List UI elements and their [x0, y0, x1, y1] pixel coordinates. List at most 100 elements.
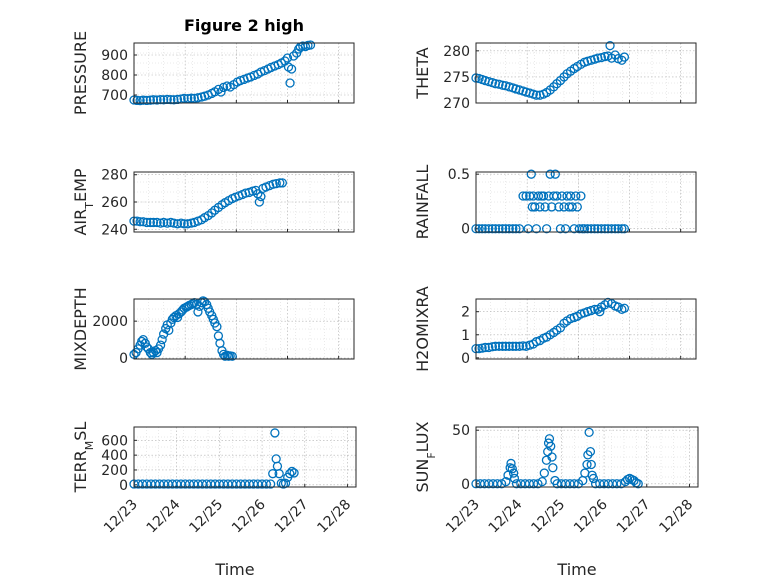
y-axis-label-part: PRESSURE	[71, 31, 90, 115]
data-point	[484, 342, 494, 353]
data-point	[518, 341, 528, 351]
data-point	[152, 217, 162, 228]
y-tick-label: 0	[119, 351, 128, 367]
data-point	[207, 208, 217, 218]
y-axis-label: PRESSURE	[71, 31, 90, 115]
data-point	[286, 64, 297, 74]
data-point	[274, 469, 284, 479]
data-point	[549, 82, 559, 92]
data-point	[539, 468, 549, 478]
y-axis-label: TERRMSL	[71, 422, 96, 494]
data-point	[572, 202, 582, 212]
data-point	[132, 95, 142, 106]
y-axis-label-part: LUX	[413, 421, 432, 452]
data-point	[148, 217, 159, 228]
y-axis-label-part: RAINFALL	[413, 165, 432, 240]
y-tick-label: 2000	[92, 314, 128, 330]
data-point	[585, 446, 596, 457]
data-point	[569, 479, 579, 489]
y-axis-label: THETA	[413, 47, 432, 99]
data-point	[135, 217, 145, 227]
y-axis-label: AIRTEMP	[71, 168, 96, 235]
y-tick-label: 600	[101, 433, 128, 449]
data-point	[533, 479, 543, 489]
data-point	[547, 452, 557, 462]
data-point	[526, 169, 536, 179]
y-tick-label: 280	[443, 44, 470, 60]
y-tick-label: 280	[101, 168, 128, 184]
subplot-7: 12/23 12/24 12/25 12/26 12/27 12/28 0200400600…	[71, 422, 357, 579]
data-point	[588, 473, 599, 484]
data-point	[613, 224, 623, 234]
data-point	[179, 219, 189, 229]
data-point	[261, 479, 271, 489]
data-point	[496, 479, 507, 489]
subplot-4: 0 0.5 RAINFALL	[413, 165, 697, 240]
axes-box	[133, 42, 355, 104]
x-tick-label: 12/25	[528, 497, 568, 537]
data-point	[537, 476, 547, 487]
subplot-1: 700 800 900 PRESSURE	[71, 31, 355, 115]
data-point	[487, 224, 498, 234]
data-point	[494, 341, 504, 351]
data-point	[533, 191, 544, 201]
data-point	[540, 202, 550, 212]
y-tick-label: 400	[101, 448, 128, 464]
y-tick-label: 1	[461, 328, 470, 344]
y-tick-label: 700	[101, 88, 128, 104]
y-tick-label: 200	[101, 463, 128, 479]
data-point	[600, 224, 610, 234]
data-point	[541, 224, 552, 234]
data-point	[610, 224, 620, 234]
y-tick-label: 260	[101, 195, 128, 211]
data-point	[172, 219, 183, 229]
axes-box	[133, 426, 357, 488]
y-tick-label: 2	[461, 305, 470, 321]
data-point	[603, 224, 613, 234]
data-point	[287, 466, 297, 477]
y-tick-label: 0	[461, 222, 470, 238]
y-axis-label-part: THETA	[413, 47, 432, 99]
data-point	[142, 95, 152, 106]
data-point	[145, 347, 156, 358]
data-point	[582, 224, 593, 234]
data-point	[547, 202, 557, 212]
x-axis-label: Time	[556, 560, 596, 579]
data-point	[525, 191, 535, 201]
data-point	[548, 463, 558, 473]
data-point	[270, 428, 280, 438]
axes-box	[475, 298, 697, 360]
y-axis-label-part: SUN	[413, 459, 432, 493]
data-point	[497, 224, 508, 234]
data-point	[135, 95, 145, 106]
data-point	[507, 464, 517, 474]
data-point	[582, 459, 592, 470]
data-point	[567, 202, 577, 212]
data-point	[155, 94, 166, 105]
x-axis-label: Time	[214, 560, 254, 579]
y-tick-label: 275	[443, 70, 470, 86]
data-point	[256, 191, 266, 202]
data-point	[550, 169, 560, 179]
figure-title: Figure 2 high	[184, 16, 304, 35]
data-point	[506, 458, 516, 469]
data-point	[504, 341, 514, 351]
data-point	[138, 95, 148, 105]
subplot-3: 240 260 280 AIRTEMP	[71, 168, 355, 238]
data-point	[576, 191, 586, 201]
data-point	[633, 479, 643, 489]
y-tick-label: 0	[461, 351, 470, 367]
data-point	[494, 224, 504, 234]
data-point	[501, 224, 511, 234]
data-point	[142, 217, 152, 228]
data-point	[497, 341, 508, 351]
data-point	[555, 224, 566, 234]
data-point	[268, 469, 278, 479]
axes-box	[133, 171, 355, 233]
data-point	[282, 53, 293, 63]
data-point	[535, 202, 545, 212]
axes-box	[475, 171, 697, 233]
data-point	[617, 55, 627, 65]
